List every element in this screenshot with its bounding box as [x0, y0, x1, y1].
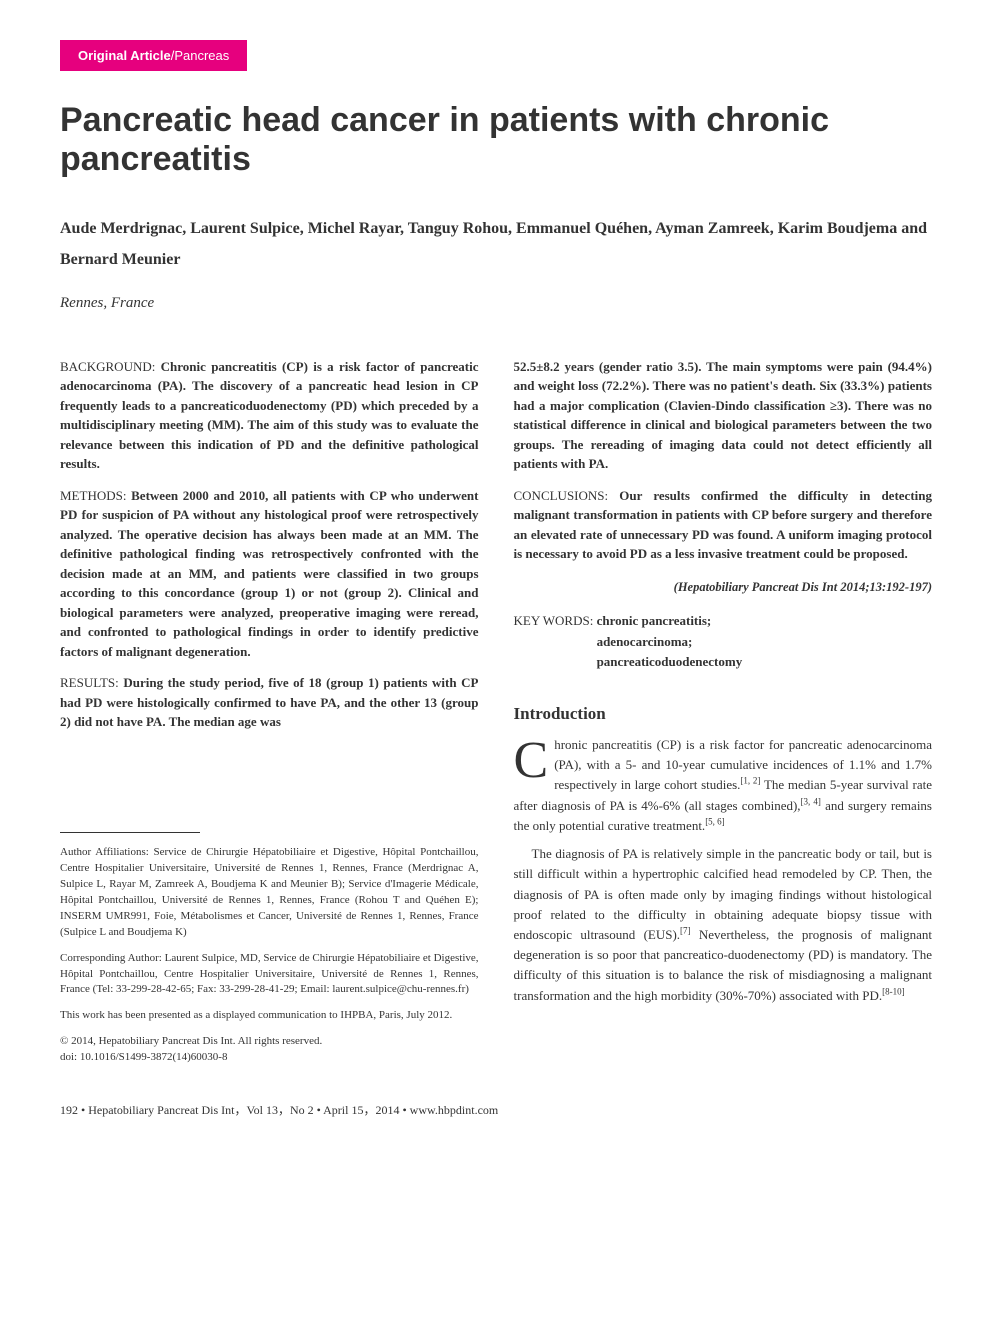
- abstract-results-left: RESULTS: During the study period, five o…: [60, 673, 479, 732]
- doi-text: doi: 10.1016/S1499-3872(14)60030-8: [60, 1051, 227, 1063]
- keyword-1: adenocarcinoma;: [597, 634, 693, 649]
- category-sub: /Pancreas: [171, 48, 230, 63]
- affil-text: Service de Chirurgie Hépatobiliaire et D…: [60, 846, 479, 938]
- keyword-2: pancreaticoduodenectomy: [597, 654, 743, 669]
- copyright-text: © 2014, Hepatobiliary Pancreat Dis Int. …: [60, 1035, 322, 1047]
- affiliation-divider: [60, 832, 200, 833]
- abstract-results-right: 52.5±8.2 years (gender ratio 3.5). The m…: [514, 357, 933, 474]
- keyword-0: chronic pancreatitis;: [597, 613, 712, 628]
- results-text-right: 52.5±8.2 years (gender ratio 3.5). The m…: [514, 359, 933, 472]
- location-line: Rennes, France: [60, 295, 932, 312]
- category-badge: Original Article/Pancreas: [60, 40, 247, 71]
- page-container: Original Article/Pancreas Pancreatic hea…: [0, 0, 992, 1148]
- author-affiliations: Author Affiliations: Service de Chirurgi…: [60, 845, 479, 941]
- corr-label: Corresponding Author:: [60, 952, 162, 964]
- left-column: BACKGROUND: Chronic pancreatitis (CP) is…: [60, 357, 479, 1076]
- presented-note: This work has been presented as a displa…: [60, 1008, 479, 1024]
- article-title: Pancreatic head cancer in patients with …: [60, 101, 932, 179]
- authors-line: Aude Merdrignac, Laurent Sulpice, Michel…: [60, 214, 932, 275]
- methods-text: Between 2000 and 2010, all patients with…: [60, 488, 479, 659]
- copyright-line: © 2014, Hepatobiliary Pancreat Dis Int. …: [60, 1034, 479, 1066]
- intro-p2-text: The diagnosis of PA is relatively simple…: [514, 846, 933, 1003]
- introduction-heading: Introduction: [514, 701, 933, 727]
- dropcap-letter: C: [514, 735, 555, 783]
- methods-label: METHODS:: [60, 488, 126, 503]
- results-label: RESULTS:: [60, 675, 119, 690]
- category-main: Original Article: [78, 48, 171, 63]
- page-footer: 192 • Hepatobiliary Pancreat Dis Int，Vol…: [60, 1101, 932, 1118]
- keywords-label: KEY WORDS:: [514, 613, 594, 628]
- corresponding-author: Corresponding Author: Laurent Sulpice, M…: [60, 951, 479, 999]
- keywords-block: KEY WORDS: chronic pancreatitis; KEY WOR…: [514, 611, 933, 673]
- abstract-conclusions: CONCLUSIONS: Our results confirmed the d…: [514, 486, 933, 564]
- conclusions-label: CONCLUSIONS:: [514, 488, 609, 503]
- background-text: Chronic pancreatitis (CP) is a risk fact…: [60, 359, 479, 472]
- background-label: BACKGROUND:: [60, 359, 155, 374]
- affil-label: Author Affiliations:: [60, 846, 149, 858]
- intro-paragraph-1: Chronic pancreatitis (CP) is a risk fact…: [514, 735, 933, 837]
- abstract-methods: METHODS: Between 2000 and 2010, all pati…: [60, 486, 479, 662]
- abstract-background: BACKGROUND: Chronic pancreatitis (CP) is…: [60, 357, 479, 474]
- intro-p1-text: hronic pancreatitis (CP) is a risk facto…: [514, 737, 933, 834]
- intro-paragraph-2: The diagnosis of PA is relatively simple…: [514, 844, 933, 1006]
- two-column-layout: BACKGROUND: Chronic pancreatitis (CP) is…: [60, 357, 932, 1076]
- results-text-left: During the study period, five of 18 (gro…: [60, 675, 479, 729]
- right-column: 52.5±8.2 years (gender ratio 3.5). The m…: [514, 357, 933, 1076]
- citation-line: (Hepatobiliary Pancreat Dis Int 2014;13:…: [514, 578, 933, 597]
